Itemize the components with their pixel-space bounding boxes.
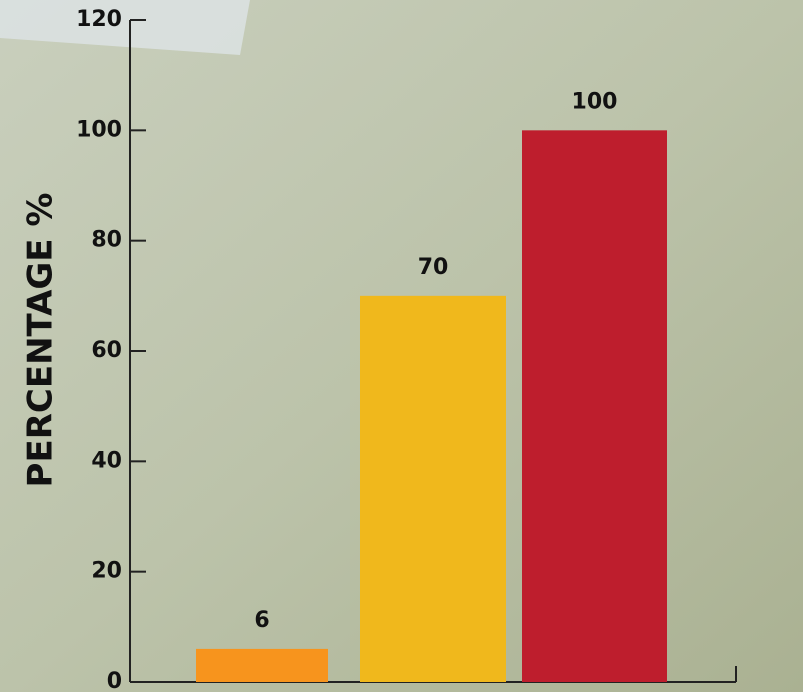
bar	[522, 130, 667, 683]
y-tick-label: 40	[91, 448, 122, 473]
bar	[196, 648, 328, 682]
y-tick-label: 60	[91, 338, 122, 363]
bar	[360, 295, 506, 682]
y-axis-label: PERCENTAGE %	[21, 193, 61, 488]
y-tick-label: 120	[76, 7, 122, 32]
value-label: 70	[418, 255, 449, 280]
y-tick-label: 80	[91, 228, 122, 253]
y-tick-label: 20	[91, 559, 122, 584]
value-label: 6	[254, 608, 269, 633]
y-tick-label: 0	[107, 669, 122, 692]
solar-panel	[0, 0, 250, 55]
value-label: 100	[572, 89, 618, 114]
y-tick-label: 100	[76, 117, 122, 142]
